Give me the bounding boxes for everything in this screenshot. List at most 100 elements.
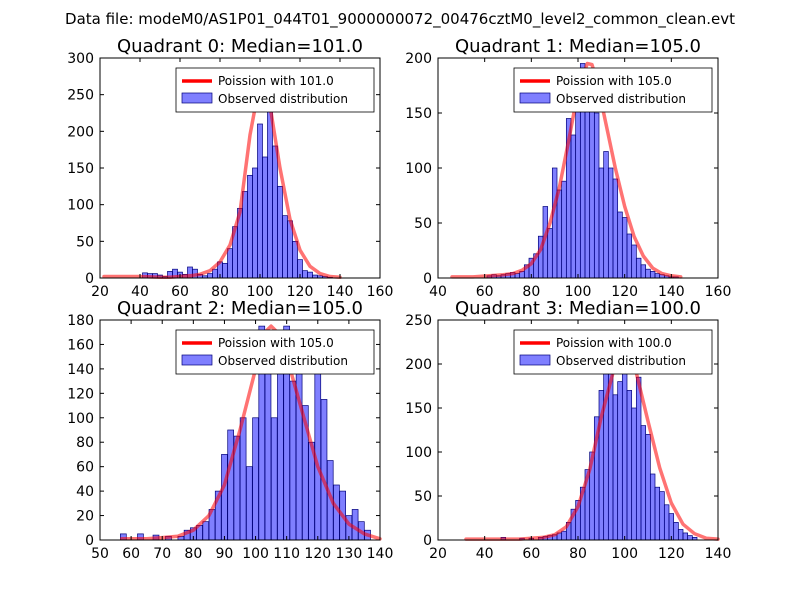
hist-bar xyxy=(272,145,278,279)
hist-bar xyxy=(307,271,313,279)
legend-fit-label: Poission with 105.0 xyxy=(218,336,334,350)
y-tick-label: 60 xyxy=(76,460,94,476)
y-tick-label: 150 xyxy=(405,401,432,417)
hist-bar xyxy=(682,532,689,541)
hist-bar xyxy=(645,268,651,279)
hist-bar xyxy=(561,180,567,279)
legend-box xyxy=(513,329,713,375)
x-tick-label: 50 xyxy=(91,546,109,562)
x-tick-label: 40 xyxy=(476,546,494,562)
x-tick-label: 120 xyxy=(658,546,685,562)
hist-bar xyxy=(570,134,577,279)
hist-bar xyxy=(654,486,661,541)
hist-bar xyxy=(687,535,693,541)
hist-bar xyxy=(212,268,218,279)
subplot-title: Quadrant 3: Median=100.0 xyxy=(455,298,701,319)
hist-bar xyxy=(645,434,651,541)
y-tick-label: 0 xyxy=(423,533,432,549)
x-tick-label: 100 xyxy=(242,546,269,562)
hist-bar xyxy=(626,390,633,541)
axes-frame xyxy=(99,319,381,541)
y-tick-label: 200 xyxy=(405,51,432,67)
hist-bar xyxy=(598,167,605,279)
hist-bar xyxy=(262,156,268,279)
y-tick-label: 20 xyxy=(76,509,94,525)
legend-hist-label: Observed distribution xyxy=(556,354,686,368)
x-tick-label: 140 xyxy=(658,284,685,300)
subplot-title: Quadrant 1: Median=105.0 xyxy=(455,36,701,57)
hist-bar xyxy=(257,123,263,279)
hist-bar xyxy=(547,228,553,279)
x-tick-label: 140 xyxy=(367,546,394,562)
y-tick-label: 40 xyxy=(76,484,94,500)
hist-bar xyxy=(270,417,278,541)
hist-bar xyxy=(252,167,258,279)
x-tick-label: 60 xyxy=(171,284,189,300)
hist-bar xyxy=(607,372,614,541)
legend-hist-swatch xyxy=(519,92,551,104)
y-tick-label: 50 xyxy=(414,216,432,232)
x-tick-label: 140 xyxy=(705,546,732,562)
hist-bar xyxy=(640,264,647,279)
subplot-2: 50 60 70 80 90 100 110 120 130 140020406080100120… xyxy=(67,298,393,562)
hist-bar xyxy=(246,466,253,541)
subplot-title: Quadrant 0: Median=101.0 xyxy=(117,36,363,57)
subplot-3: 20 40 60 80 100 120 140 0 50 100 150 200 250 Quadrant… xyxy=(405,298,731,562)
hist-bar xyxy=(607,167,614,279)
legend-hist-swatch xyxy=(519,354,551,366)
hist-bar xyxy=(631,407,637,541)
hist-bar xyxy=(277,356,284,541)
hist-bar xyxy=(626,233,633,279)
hist-bar xyxy=(603,354,609,541)
hist-bar xyxy=(227,248,233,279)
x-tick-label: 60 xyxy=(522,546,540,562)
x-tick-label: 40 xyxy=(429,284,447,300)
hist-bar xyxy=(612,394,619,541)
y-tick-label: 50 xyxy=(414,489,432,505)
x-tick-label: 100 xyxy=(565,284,592,300)
x-tick-label: 60 xyxy=(122,546,140,562)
x-tick-label: 40 xyxy=(131,284,149,300)
x-tick-label: 160 xyxy=(367,284,394,300)
x-tick-label: 80 xyxy=(569,546,587,562)
hist-bar xyxy=(603,151,609,279)
hist-bar xyxy=(621,217,628,279)
legend-fit-label: Poission with 105.0 xyxy=(556,74,672,88)
x-tick-label: 130 xyxy=(336,546,363,562)
y-tick-label: 0 xyxy=(85,271,94,287)
legend-box xyxy=(175,67,375,113)
poisson-fit-line xyxy=(102,79,342,280)
y-tick-label: 100 xyxy=(67,198,94,214)
y-tick-label: 150 xyxy=(405,106,432,122)
legend-hist-label: Observed distribution xyxy=(556,92,686,106)
y-tick-label: 200 xyxy=(67,124,94,140)
legend-box xyxy=(513,67,713,113)
y-tick-label: 0 xyxy=(423,271,432,287)
hist-bar xyxy=(222,262,228,279)
hist-bar xyxy=(649,473,656,541)
y-tick-label: 100 xyxy=(405,161,432,177)
x-tick-label: 60 xyxy=(476,284,494,300)
subplot-title: Quadrant 2: Median=105.0 xyxy=(117,298,363,319)
y-tick-label: 200 xyxy=(405,357,432,373)
hist-bar xyxy=(635,376,642,541)
y-tick-label: 250 xyxy=(405,313,432,329)
hist-bar xyxy=(302,270,308,279)
hist-bar xyxy=(621,368,628,541)
hist-bar xyxy=(673,522,679,541)
x-tick-label: 100 xyxy=(611,546,638,562)
hist-bar xyxy=(247,174,253,279)
hist-bar xyxy=(239,417,247,541)
y-tick-label: 0 xyxy=(85,533,94,549)
subplot-0: 20 40 60 80 100 120 140 160 0 50 100 150 200 250 300 Qu… xyxy=(67,36,393,300)
hist-bar xyxy=(663,504,670,541)
hist-bar xyxy=(282,215,288,279)
legend-hist-swatch xyxy=(181,92,213,104)
hist-bar xyxy=(659,491,665,541)
hist-bar xyxy=(631,244,637,279)
hist-bar xyxy=(252,417,259,541)
x-tick-label: 140 xyxy=(327,284,354,300)
legend-hist-label: Observed distribution xyxy=(218,92,348,106)
hist-bar xyxy=(649,271,656,279)
y-tick-label: 300 xyxy=(67,51,94,67)
